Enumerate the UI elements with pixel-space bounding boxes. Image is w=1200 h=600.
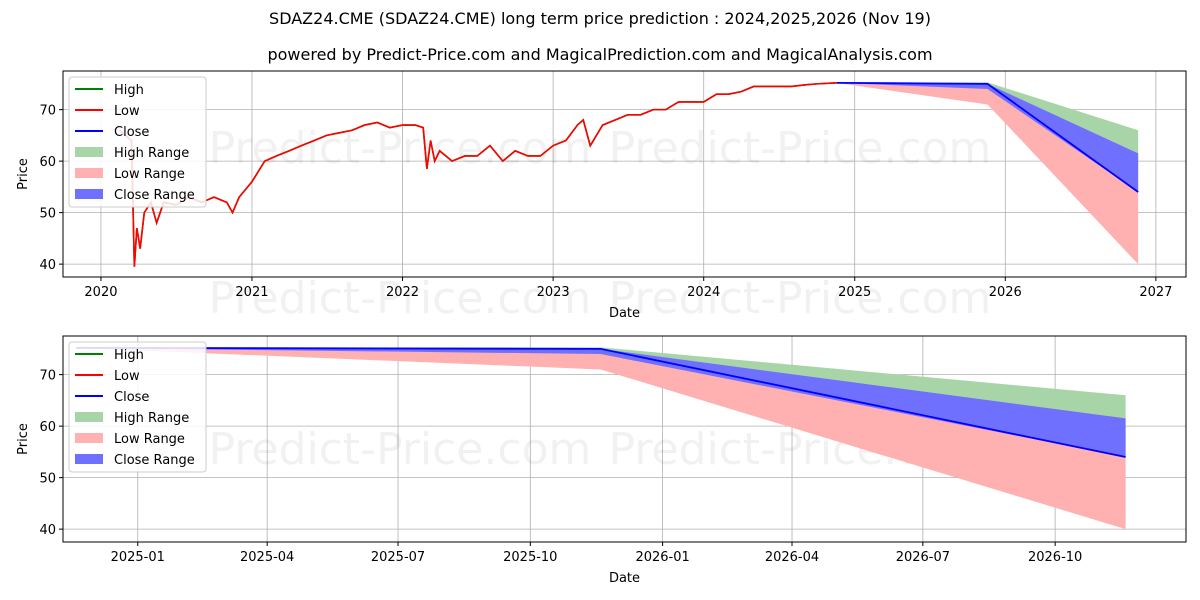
y-tick-label: 60	[39, 155, 56, 170]
watermark-text: Predict-Price.com	[209, 123, 592, 174]
close-forecast-line	[836, 81, 1139, 193]
legend-swatch	[75, 412, 103, 422]
watermark-text: Predict-Price.com	[209, 273, 592, 324]
x-tick-label: 2024	[687, 285, 720, 300]
y-tick-label: 60	[39, 420, 56, 435]
low-range-band	[836, 82, 1139, 265]
axes-frame	[62, 335, 1187, 543]
chart-subtitle: powered by Predict-Price.com and Magical…	[267, 45, 933, 64]
legend-swatch	[75, 433, 103, 443]
legend-label: Close	[114, 390, 149, 405]
close-range-band	[836, 82, 1139, 193]
x-axis-label: Date	[609, 571, 640, 586]
y-tick-label: 70	[39, 104, 56, 119]
legend: High Low Close High Range Low Range Close Ran…	[68, 341, 207, 473]
legend-label: Close	[114, 125, 149, 140]
x-tick-label: 2026-01	[635, 550, 689, 565]
close-forecast-line	[75, 346, 1126, 458]
low-history-line	[118, 82, 838, 267]
chart-panel-1: Predict-Price.com Predict-Price.com Predic…	[16, 70, 1187, 324]
low-range-band	[75, 347, 1126, 530]
legend-label: High Range	[114, 146, 189, 161]
x-tick-label: 2025-04	[240, 550, 294, 565]
x-tick-label: 2025-07	[371, 550, 425, 565]
y-tick-label: 50	[39, 472, 56, 487]
legend-label: High	[114, 83, 144, 98]
x-tick-label: 2026-04	[765, 550, 819, 565]
x-tick-label: 2025-10	[503, 550, 557, 565]
legend-swatch	[75, 454, 103, 464]
legend-box	[68, 341, 207, 473]
x-tick-label: 2025-01	[111, 550, 165, 565]
legend-swatch	[75, 168, 103, 178]
legend-label: Low	[114, 104, 140, 119]
chart-title: SDAZ24.CME (SDAZ24.CME) long term price …	[269, 9, 931, 28]
x-axis-label: Date	[609, 306, 640, 321]
legend-swatch	[75, 147, 103, 157]
axes-frame	[62, 70, 1187, 278]
legend-label: Low Range	[114, 432, 185, 447]
x-tick-label: 2026	[989, 285, 1022, 300]
y-tick-label: 50	[39, 207, 56, 222]
legend-label: Low Range	[114, 167, 185, 182]
x-tick-label: 2022	[386, 285, 419, 300]
legend-label: High Range	[114, 411, 189, 426]
y-axis-label: Price	[16, 423, 31, 455]
high-range-band	[75, 347, 1126, 458]
x-tick-label: 2026-10	[1028, 550, 1082, 565]
legend-swatch	[75, 189, 103, 199]
legend-label: Close Range	[114, 188, 195, 203]
y-axis-label: Price	[16, 158, 31, 190]
watermark-text: Predict-Price.com	[209, 424, 592, 475]
plot-area	[75, 346, 1126, 530]
x-tick-label: 2025	[838, 285, 871, 300]
watermark-text: Predict-Price.com	[609, 123, 992, 174]
legend-label: High	[114, 348, 144, 363]
legend: High Low Close High Range Low Range Close Ran…	[68, 76, 207, 208]
x-tick-label: 2026-07	[896, 550, 950, 565]
close-range-band	[75, 347, 1126, 458]
high-range-band	[836, 82, 1139, 193]
watermark-text: Predict-Price.com	[609, 273, 992, 324]
y-tick-label: 70	[39, 369, 56, 384]
x-tick-label: 2020	[84, 285, 117, 300]
x-tick-label: 2021	[235, 285, 268, 300]
legend-label: Low	[114, 369, 140, 384]
high-history-line	[118, 82, 838, 267]
y-tick-label: 40	[39, 258, 56, 273]
legend-box	[68, 76, 207, 208]
x-tick-label: 2027	[1139, 285, 1172, 300]
y-tick-label: 40	[39, 523, 56, 538]
chart-panel-2: Predict-Price.com Predict-Price.com2025-0…	[16, 335, 1187, 586]
legend-label: Close Range	[114, 453, 195, 468]
x-tick-label: 2023	[537, 285, 570, 300]
